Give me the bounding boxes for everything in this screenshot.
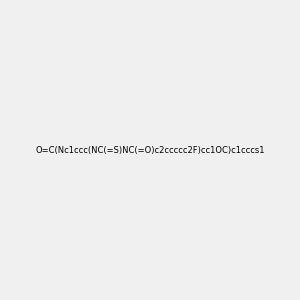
- Text: O=C(Nc1ccc(NC(=S)NC(=O)c2ccccc2F)cc1OC)c1cccs1: O=C(Nc1ccc(NC(=S)NC(=O)c2ccccc2F)cc1OC)c…: [35, 146, 265, 154]
